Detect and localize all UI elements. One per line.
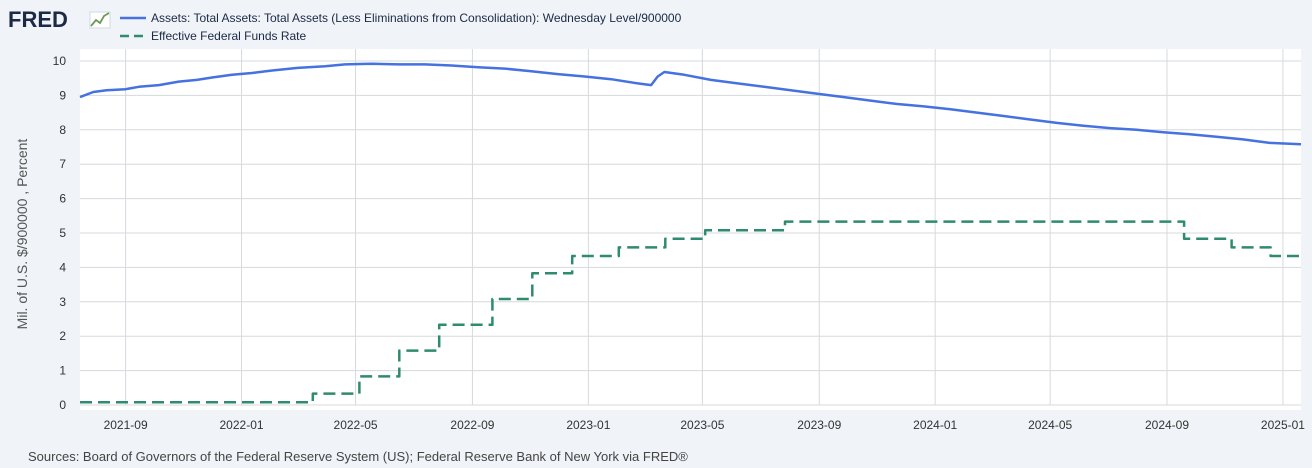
- source-text: Sources: Board of Governors of the Feder…: [28, 449, 688, 464]
- x-tick-label: 2023-05: [680, 418, 724, 432]
- y-tick-label: 8: [59, 123, 66, 137]
- y-axis-label: Mil. of U.S. $/900000 , Percent: [14, 139, 30, 330]
- y-tick-label: 1: [59, 364, 66, 378]
- legend-label-fed-funds: Effective Federal Funds Rate: [151, 29, 307, 43]
- y-tick-label: 7: [59, 157, 66, 171]
- y-tick-label: 3: [59, 295, 66, 309]
- assets-series-line: [79, 62, 1302, 146]
- y-tick-label: 6: [59, 192, 66, 206]
- legend-item-assets[interactable]: Assets: Total Assets: Total Assets (Less…: [120, 11, 682, 25]
- legend: Assets: Total Assets: Total Assets (Less…: [120, 11, 682, 43]
- x-tick-label: 2021-09: [104, 418, 148, 432]
- series-layer: [79, 62, 1302, 404]
- plot-area: [80, 49, 1301, 410]
- x-tick-label: 2023-09: [797, 418, 841, 432]
- x-tick-label: 2024-05: [1028, 418, 1072, 432]
- y-tick-label: 9: [59, 88, 66, 102]
- x-tick-label: 2022-09: [450, 418, 494, 432]
- chart-logo-icon: [89, 11, 111, 29]
- fred-logo-text: FRED: [8, 7, 68, 32]
- y-tick-label: 2: [59, 329, 66, 343]
- y-tick-label: 5: [59, 226, 66, 240]
- legend-label-assets: Assets: Total Assets: Total Assets (Less…: [151, 11, 682, 25]
- y-tick-label: 10: [53, 54, 67, 68]
- y-tick-label: 4: [59, 260, 66, 274]
- fred-logo: FRED: [8, 7, 111, 32]
- y-tick-label: 0: [59, 398, 66, 412]
- x-axis-ticks: 2021-09 2022-01 2022-05 2022-09 2023-01 2023-…: [104, 418, 1306, 432]
- x-tick-label: 2022-01: [220, 418, 264, 432]
- x-tick-label: 2024-09: [1145, 418, 1189, 432]
- y-axis-ticks: 0 1 2 3 4 5 6 7 8 9 10: [53, 54, 67, 412]
- legend-item-fed-funds[interactable]: Effective Federal Funds Rate: [120, 29, 307, 43]
- x-tick-label: 2023-01: [566, 418, 610, 432]
- x-tick-label: 2024-01: [913, 418, 957, 432]
- x-tick-label: 2025-01: [1261, 418, 1305, 432]
- x-tick-label: 2022-05: [334, 418, 378, 432]
- gridlines: [80, 49, 1301, 406]
